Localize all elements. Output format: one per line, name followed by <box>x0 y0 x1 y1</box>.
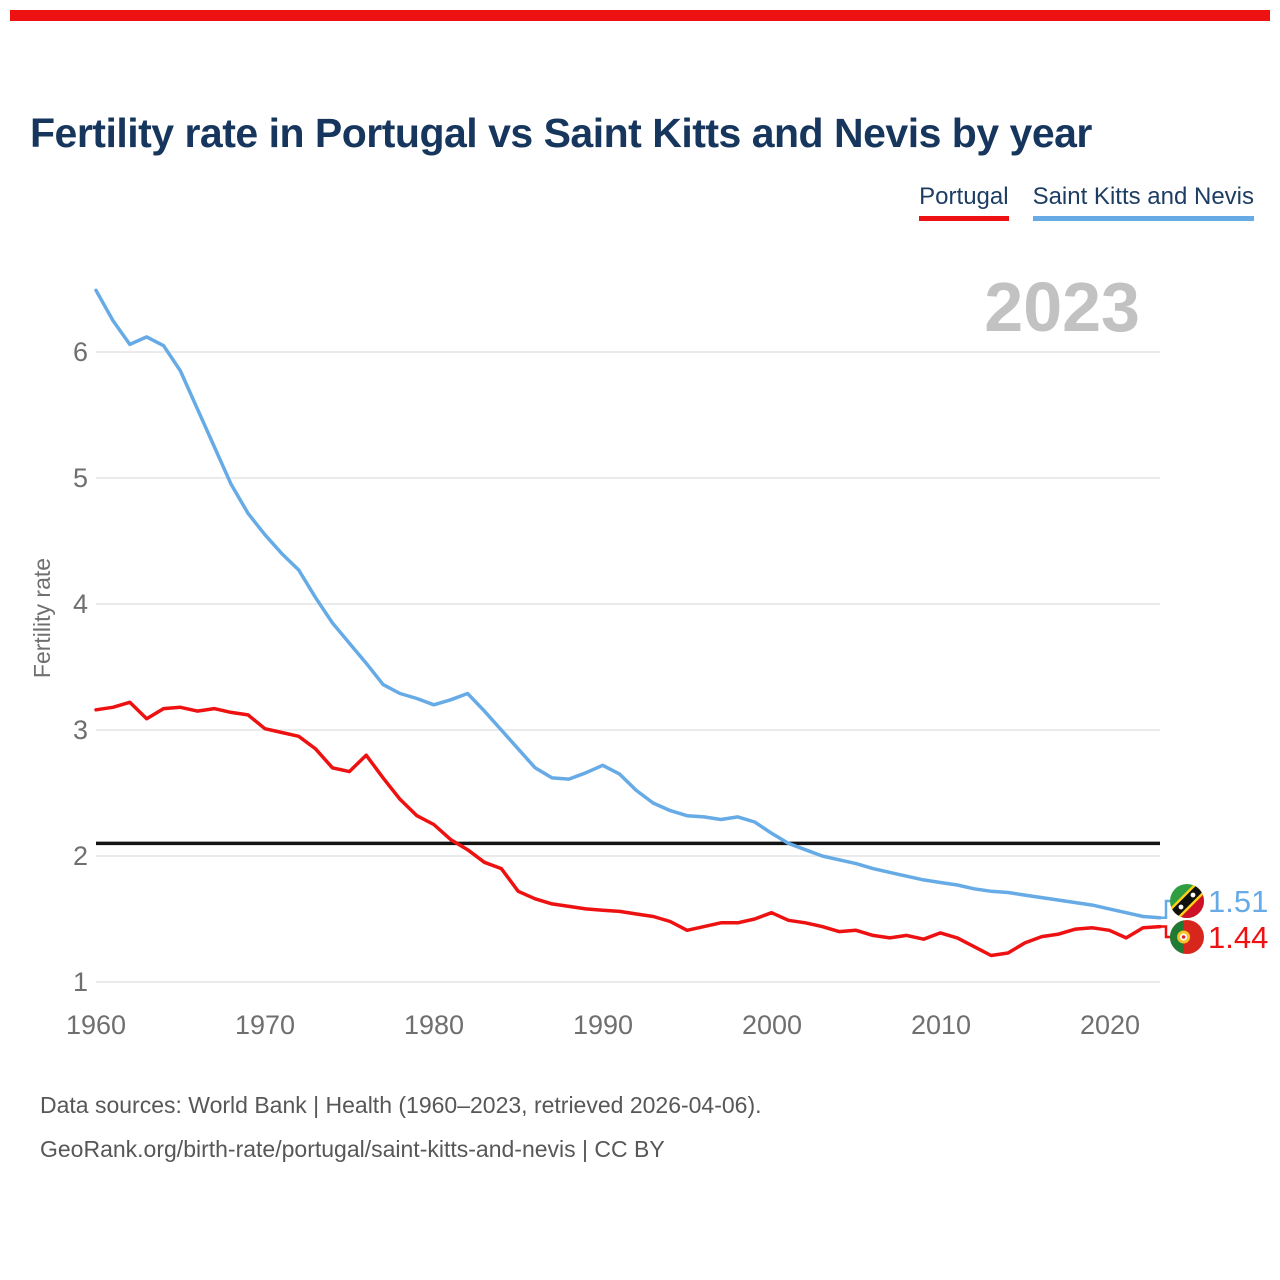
x-tick-2000: 2000 <box>741 1010 803 1040</box>
end-connector-portugal <box>1160 925 1172 939</box>
series-line-portugal <box>94 700 1162 958</box>
x-tick-2010: 2010 <box>910 1010 972 1040</box>
y-tick-2: 2 <box>72 841 88 871</box>
end-value-portugal: 1.44 <box>1208 920 1269 955</box>
y-tick-1: 1 <box>72 967 88 997</box>
year-watermark: 2023 <box>984 268 1140 346</box>
x-tick-1970: 1970 <box>234 1010 296 1040</box>
x-tick-2020: 2020 <box>1079 1010 1141 1040</box>
series-line-saint-kitts-and-nevis <box>94 288 1162 920</box>
footer-attribution: GeoRank.org/birth-rate/portugal/saint-ki… <box>40 1136 665 1162</box>
legend: Portugal Saint Kitts and Nevis <box>919 183 1254 221</box>
legend-item-saint-kitts-and-nevis[interactable]: Saint Kitts and Nevis <box>1032 183 1254 221</box>
y-tick-4: 4 <box>72 589 88 619</box>
y-tick-6: 6 <box>72 337 88 367</box>
portugal-flag-icon <box>1170 920 1204 954</box>
x-tick-1990: 1990 <box>572 1010 634 1040</box>
legend-item-portugal[interactable]: Portugal <box>919 183 1009 221</box>
footer-data-sources: Data sources: World Bank | Health (1960–… <box>40 1092 762 1118</box>
x-tick-1980: 1980 <box>403 1010 465 1040</box>
x-tick-1960: 1960 <box>65 1010 127 1040</box>
end-connector-skn <box>1160 899 1172 919</box>
end-value-saint-kitts-and-nevis: 1.51 <box>1208 884 1269 919</box>
saint-kitts-and-nevis-flag-icon <box>1170 884 1204 918</box>
y-tick-3: 3 <box>72 715 88 745</box>
accent-top-bar <box>10 10 1270 21</box>
page-title: Fertility rate in Portugal vs Saint Kitt… <box>30 110 1092 156</box>
y-tick-5: 5 <box>72 463 88 493</box>
